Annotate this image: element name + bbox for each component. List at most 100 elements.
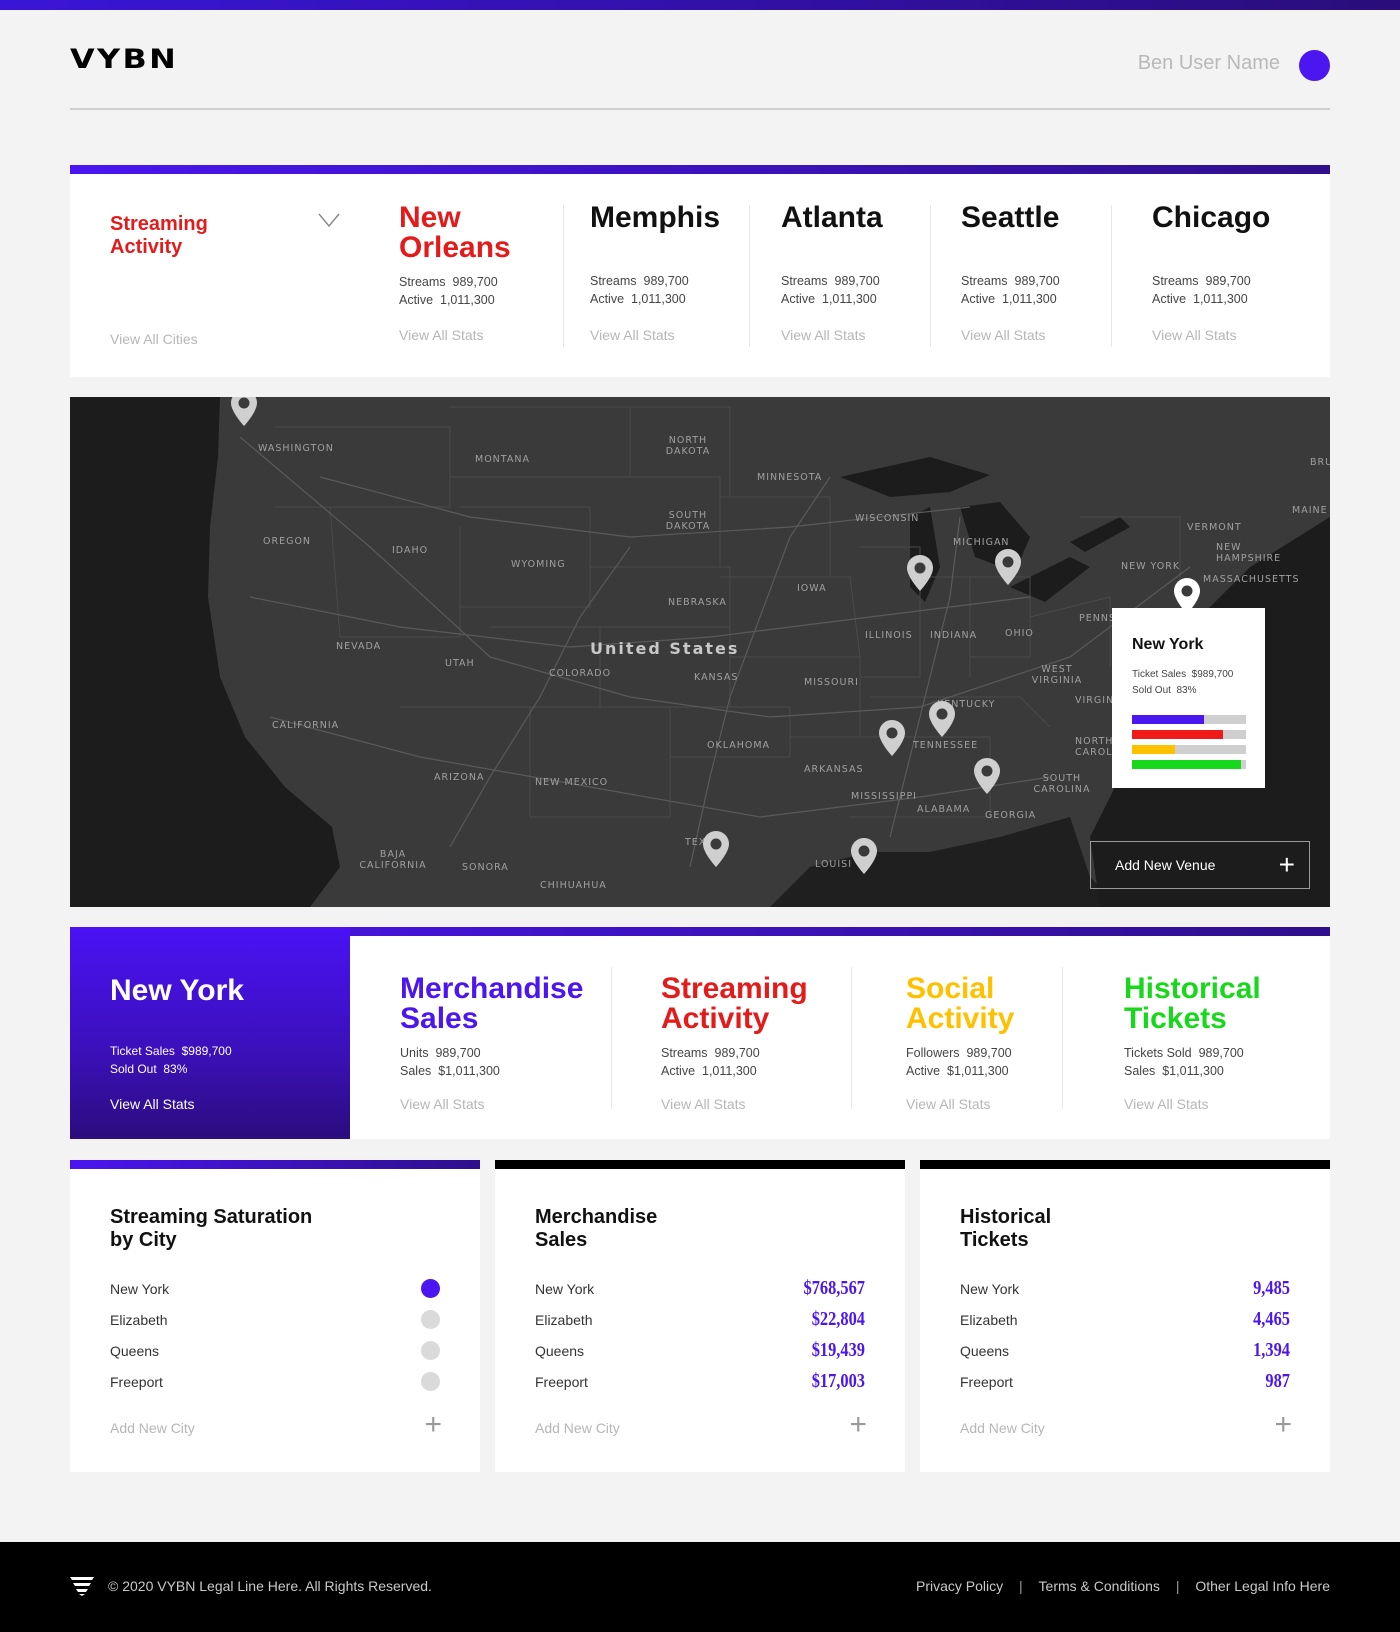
stat-title: Historical Tickets <box>1124 972 1261 1035</box>
streaming-saturation-card: Streaming Saturation by City New York El… <box>70 1160 480 1472</box>
list-item[interactable]: Freeport 987 <box>960 1370 1290 1395</box>
view-all-stats-link[interactable]: View All Stats <box>590 327 675 343</box>
status-dot-icon[interactable] <box>421 1279 440 1298</box>
city-column-seattle[interactable]: Seattle Streams 989,700 Active 1,011,300… <box>961 203 1111 344</box>
map-label: WYOMING <box>511 559 566 570</box>
stat-column-social[interactable]: Social Activity Followers 989,700 Active… <box>906 974 1046 1114</box>
privacy-policy-link[interactable]: Privacy Policy <box>915 1578 1004 1594</box>
sold-out-label: Sold Out <box>110 1062 157 1076</box>
progress-fill <box>1132 745 1176 754</box>
view-all-stats-link[interactable]: View All Stats <box>110 1096 195 1112</box>
copyright-text: © 2020 VYBN Legal Line Here. All Rights … <box>108 1578 432 1594</box>
active-label: Active <box>1152 292 1187 306</box>
column-divider <box>749 205 750 347</box>
map-label: NEW YORK <box>1121 561 1181 572</box>
stat-column-streaming[interactable]: Streaming Activity Streams 989,700 Activ… <box>661 974 841 1114</box>
chevron-down-icon[interactable] <box>318 213 340 227</box>
map-label: CALIFORNIA <box>272 720 340 731</box>
selected-city-name: New York <box>110 974 244 1007</box>
view-all-stats-link[interactable]: View All Stats <box>1152 327 1237 343</box>
city-column-atlanta[interactable]: Atlanta Streams 989,700 Active 1,011,300… <box>781 201 931 344</box>
view-all-stats-link[interactable]: View All Stats <box>1124 1096 1209 1112</box>
city-label: Queens <box>110 1343 160 1359</box>
view-all-stats-link[interactable]: View All Stats <box>906 1096 991 1112</box>
view-all-stats-link[interactable]: View All Stats <box>661 1096 746 1112</box>
stat-value: $1,011,300 <box>1162 1064 1224 1078</box>
map-label: NEW HAMPSHIRE <box>1216 542 1282 564</box>
add-new-city-link[interactable]: Add New City <box>535 1420 620 1436</box>
list-item[interactable]: Elizabeth $22,804 <box>535 1308 865 1333</box>
popup-sold-out-value: 83% <box>1176 685 1197 696</box>
view-all-cities-link[interactable]: View All Cities <box>110 331 198 347</box>
map-label: IOWA <box>797 583 827 594</box>
list-item[interactable]: Freeport <box>110 1371 440 1395</box>
status-dot-icon[interactable] <box>421 1310 440 1329</box>
add-new-venue-button[interactable]: Add New Venue + <box>1090 841 1310 889</box>
popup-ticket-sales-value: $989,700 <box>1191 669 1234 680</box>
map-pin-icon[interactable] <box>230 397 258 427</box>
map-label: OKLAHOMA <box>707 740 771 751</box>
add-new-city-link[interactable]: Add New City <box>960 1420 1045 1436</box>
user-name[interactable]: Ben User Name <box>1137 52 1280 74</box>
map-pin-icon[interactable] <box>850 837 878 875</box>
map-label: SOUTH DAKOTA <box>665 510 711 532</box>
stat-column-merchandise[interactable]: Merchandise Sales Units 989,700 Sales $1… <box>400 974 600 1114</box>
map-pin-icon[interactable] <box>994 548 1022 586</box>
city-label: New York <box>535 1281 595 1297</box>
vybn-logo[interactable]: VYBN <box>70 44 179 75</box>
view-all-stats-link[interactable]: View All Stats <box>399 327 484 343</box>
add-new-city-link[interactable]: Add New City <box>110 1420 195 1436</box>
list-item[interactable]: New York <box>110 1278 440 1302</box>
vybn-footer-logo-icon[interactable] <box>70 1576 94 1596</box>
us-map[interactable]: WASHINGTON MONTANA NORTH DAKOTA MINNESOT… <box>70 397 1330 907</box>
list-item[interactable]: New York $768,567 <box>535 1277 865 1302</box>
city-name: Memphis <box>590 201 721 234</box>
city-column-chicago[interactable]: Chicago Streams 989,700 Active 1,011,300… <box>1152 203 1302 344</box>
map-label: TENNESSEE <box>913 740 979 751</box>
plus-icon[interactable]: + <box>424 1408 442 1441</box>
map-pin-icon[interactable] <box>906 554 934 592</box>
avatar[interactable] <box>1299 50 1330 81</box>
map-label: VIRGINI <box>1075 695 1118 706</box>
active-value: 1,011,300 <box>822 292 877 306</box>
plus-icon[interactable]: + <box>1274 1408 1292 1441</box>
active-value: 1,011,300 <box>1002 292 1057 306</box>
city-name: Atlanta <box>781 201 883 234</box>
status-dot-icon[interactable] <box>421 1372 440 1391</box>
view-all-stats-link[interactable]: View All Stats <box>400 1096 485 1112</box>
view-all-stats-link[interactable]: View All Stats <box>961 327 1046 343</box>
list-item[interactable]: New York 9,485 <box>960 1277 1290 1302</box>
column-divider <box>930 205 931 347</box>
other-legal-link[interactable]: Other Legal Info Here <box>1195 1578 1330 1594</box>
stat-column-historical[interactable]: Historical Tickets Tickets Sold 989,700 … <box>1124 974 1294 1114</box>
terms-link[interactable]: Terms & Conditions <box>1038 1578 1160 1594</box>
stat-value: 989,700 <box>435 1046 481 1060</box>
active-value: 1,011,300 <box>631 292 686 306</box>
city-column-new-orleans[interactable]: New Orleans Streams 989,700 Active 1,011… <box>399 203 549 344</box>
footer-links: Privacy Policy | Terms & Conditions | Ot… <box>904 1578 1330 1594</box>
view-all-stats-link[interactable]: View All Stats <box>781 327 866 343</box>
city-popup[interactable]: New York Ticket Sales $989,700 Sold Out … <box>1112 608 1265 788</box>
status-dot-icon[interactable] <box>421 1341 440 1360</box>
plus-icon[interactable]: + <box>849 1408 867 1441</box>
list-item[interactable]: Queens $19,439 <box>535 1339 865 1364</box>
active-value: 1,011,300 <box>1193 292 1248 306</box>
map-pin-icon[interactable] <box>878 719 906 757</box>
list-item[interactable]: Freeport $17,003 <box>535 1370 865 1395</box>
list-item[interactable]: Elizabeth <box>110 1309 440 1333</box>
list-item[interactable]: Queens <box>110 1340 440 1364</box>
map-label: COLORADO <box>549 668 612 679</box>
map-label: SONORA <box>462 862 509 873</box>
map-label: CHIHUAHUA <box>540 880 607 891</box>
map-pin-icon[interactable] <box>973 757 1001 795</box>
map-pin-icon-selected[interactable] <box>1173 577 1201 615</box>
list-item[interactable]: Elizabeth 4,465 <box>960 1308 1290 1333</box>
city-column-memphis[interactable]: Memphis Streams 989,700 Active 1,011,300… <box>590 201 750 344</box>
map-label: LOUISI <box>815 859 853 870</box>
link-separator: | <box>1175 1578 1180 1594</box>
map-pin-icon[interactable] <box>702 830 730 868</box>
list-item[interactable]: Queens 1,394 <box>960 1339 1290 1364</box>
streams-label: Streams <box>961 274 1008 288</box>
header: VYBN Ben User Name <box>70 44 1330 110</box>
map-pin-icon[interactable] <box>928 700 956 738</box>
